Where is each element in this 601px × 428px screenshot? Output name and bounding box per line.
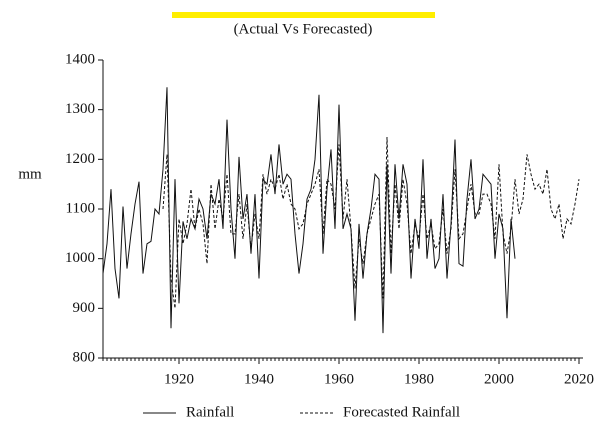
series-line <box>102 87 516 334</box>
y-tick-label: 900 <box>73 300 96 316</box>
y-tick-label: 1200 <box>65 151 95 167</box>
x-tick-label: 1940 <box>244 371 274 387</box>
x-tick-label: 2000 <box>484 371 514 387</box>
x-tick-label: 2020 <box>564 371 594 387</box>
legend-label: Forecasted Rainfall <box>343 404 460 420</box>
series-line <box>162 136 580 309</box>
title-highlight <box>172 12 435 18</box>
x-tick-label: 1960 <box>324 371 354 387</box>
y-tick-label: 1400 <box>65 51 95 67</box>
x-tick-label: 1920 <box>164 371 194 387</box>
y-tick-label: 1300 <box>65 101 95 117</box>
y-axis-label: mm <box>18 166 42 182</box>
x-tick-label: 1980 <box>404 371 434 387</box>
chart-subtitle: (Actual Vs Forecasted) <box>234 21 373 37</box>
y-tick-label: 1000 <box>65 250 95 266</box>
legend-label: Rainfall <box>186 404 234 420</box>
y-tick-label: 1100 <box>66 200 95 216</box>
y-tick-label: 800 <box>73 349 96 365</box>
